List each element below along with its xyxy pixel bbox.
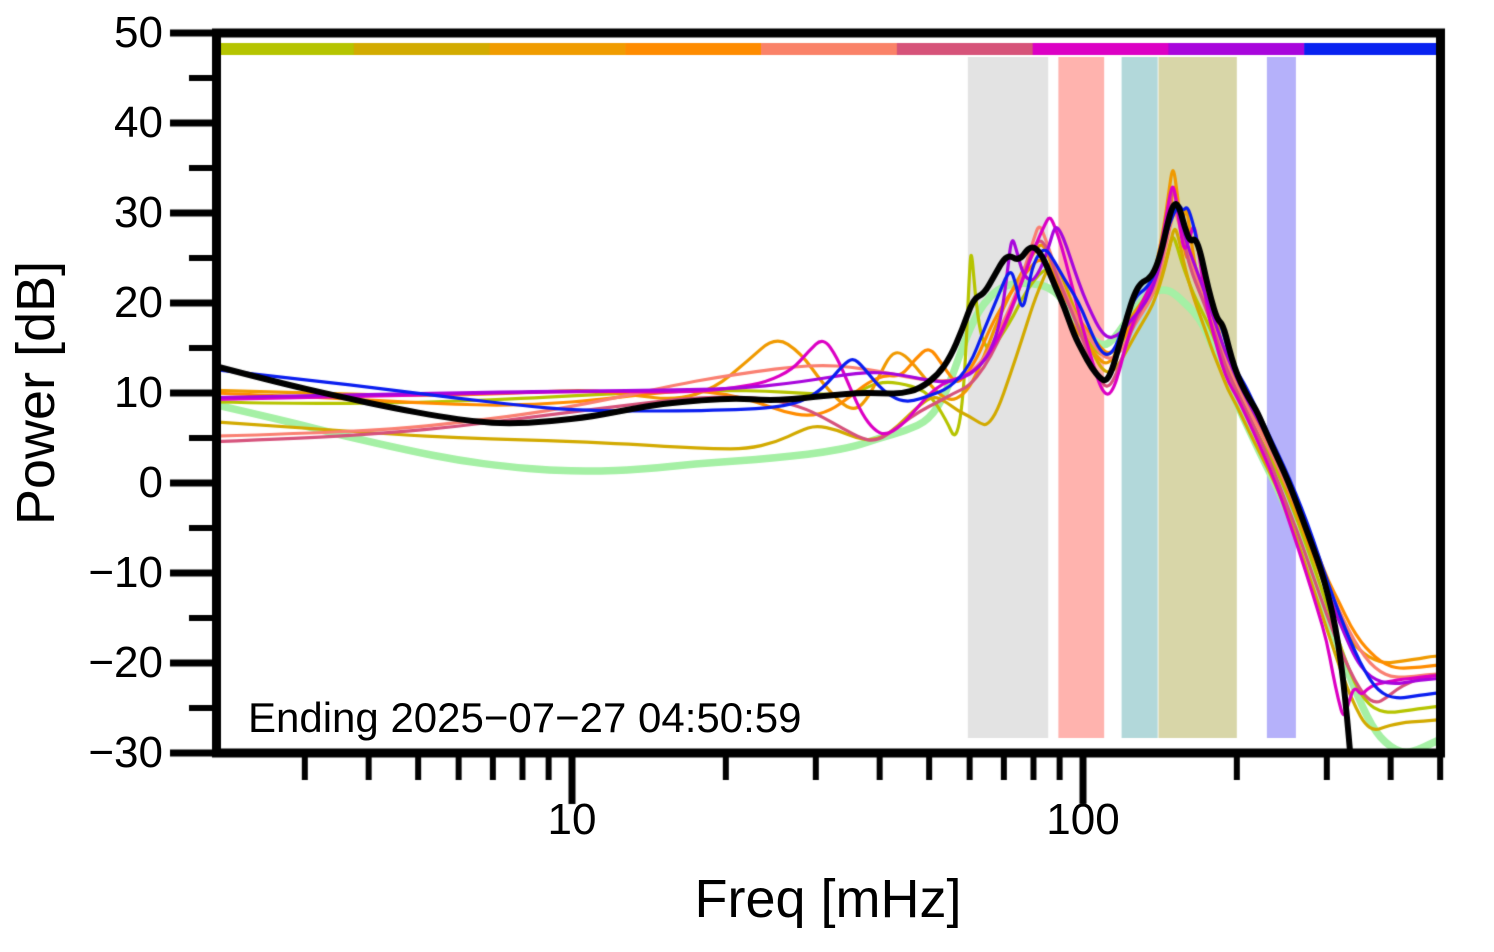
x-axis-title: Freq [mHz] [694, 869, 962, 929]
x-tick-label-100: 100 [1046, 795, 1120, 844]
y-tick-label-40: 40 [114, 98, 163, 147]
y-tick-label-m20: −20 [88, 638, 163, 687]
ending-timestamp: Ending 2025−07−27 04:50:59 [248, 694, 802, 741]
y-tick-label-m10: −10 [88, 548, 163, 597]
y-tick-label-30: 30 [114, 188, 163, 237]
y-tick-label-0: 0 [138, 458, 163, 507]
y-tick-label-20: 20 [114, 278, 163, 327]
x-tick-label-10: 10 [547, 795, 597, 844]
y-tick-label-50: 50 [114, 8, 163, 57]
y-tick-label-10: 10 [114, 368, 163, 417]
y-tick-label-m30: −30 [88, 728, 163, 777]
